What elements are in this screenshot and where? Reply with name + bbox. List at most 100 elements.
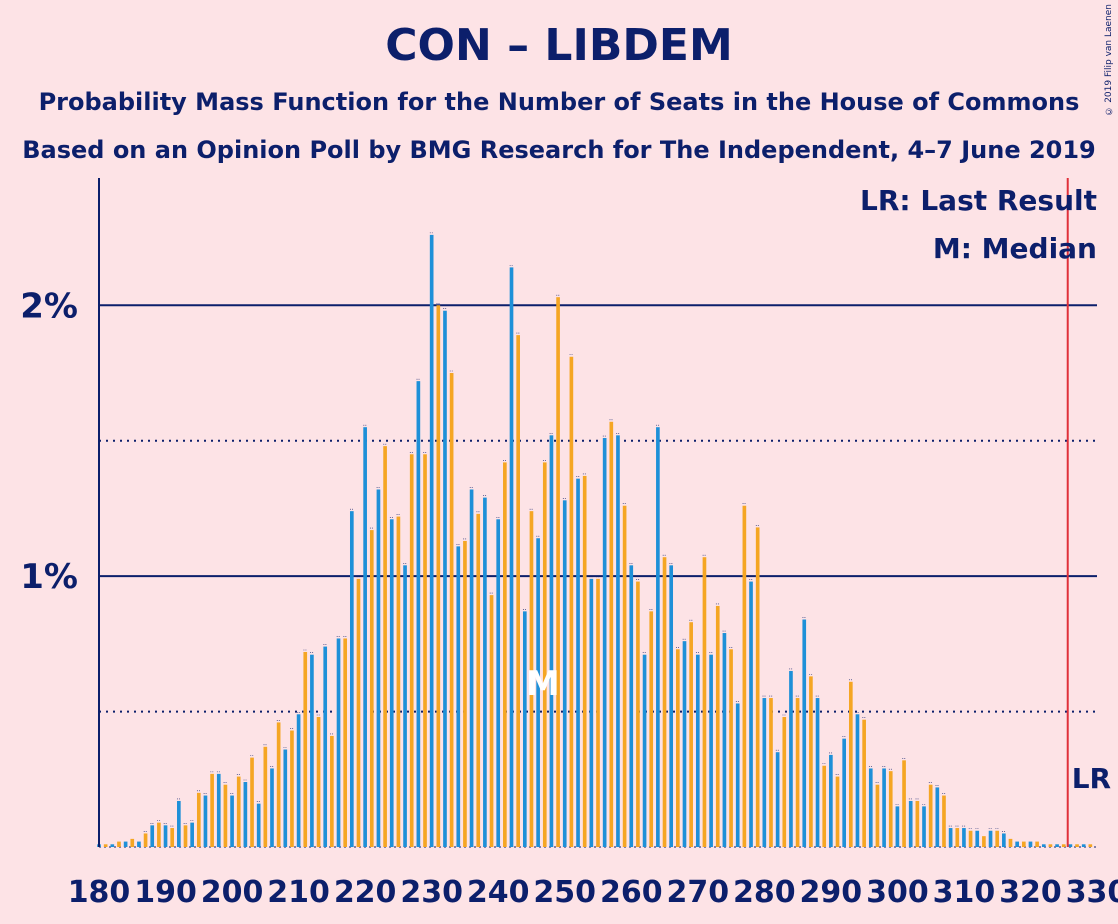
bar-seat-210 [296, 714, 301, 847]
x-tick-label: 190 [134, 875, 197, 910]
bar-seat-183 [117, 841, 121, 847]
bar-seat-286 [802, 619, 807, 847]
bar-seat-252 [576, 478, 580, 847]
bar-seat-263 [649, 611, 654, 847]
bar-seat-281 [769, 698, 773, 847]
bar-seat-212 [310, 654, 314, 847]
bar-seat-292 [842, 738, 847, 847]
bar-seat-200 [230, 795, 234, 847]
x-tick-label: 320 [999, 875, 1062, 910]
bar-seat-284 [789, 670, 793, 847]
bar-seat-265 [662, 557, 667, 847]
bar-seat-181 [103, 844, 108, 847]
bar-seat-270 [695, 654, 700, 847]
bar-seat-302 [908, 800, 913, 847]
bar-seat-304 [922, 806, 926, 847]
bar-seat-316 [1002, 833, 1006, 847]
x-tick-label: 210 [267, 875, 330, 910]
bar-seat-185 [130, 838, 135, 847]
bar-seat-276 [735, 703, 740, 847]
bar-seat-250 [562, 500, 567, 847]
bar-seat-186 [137, 841, 141, 847]
bar-seat-217 [343, 638, 348, 847]
x-tick-label: 220 [334, 875, 397, 910]
bar-seat-182 [110, 844, 115, 847]
bar-seat-279 [755, 527, 760, 847]
bar-seat-220 [363, 427, 367, 847]
bar-seat-238 [483, 497, 487, 847]
bar-seat-235 [463, 540, 467, 847]
bar-seat-269 [689, 622, 693, 847]
bar-seat-287 [809, 676, 813, 847]
bar-seat-248 [549, 435, 554, 847]
bar-seat-298 [882, 768, 886, 847]
bar-seat-237 [476, 513, 481, 847]
bar-seat-282 [775, 752, 780, 847]
bar-seat-226 [403, 565, 407, 847]
bar-seat-227 [409, 454, 414, 847]
bar-seat-256 [602, 438, 607, 847]
y-tick-label: 1% [20, 557, 78, 597]
bar-seat-239 [489, 595, 494, 847]
bar-seat-201 [236, 776, 241, 847]
bar-seat-249 [556, 297, 560, 848]
bar-seat-259 [622, 505, 627, 847]
bar-seat-285 [795, 698, 800, 847]
bar-seat-283 [782, 716, 787, 847]
bar-seat-272 [709, 654, 713, 847]
bar-seat-328 [1081, 844, 1086, 847]
bar-seat-268 [682, 641, 687, 847]
median-marker: M [526, 664, 560, 704]
bar-seat-257 [609, 421, 614, 847]
bar-seat-318 [1015, 841, 1019, 847]
bar-seat-247 [542, 462, 547, 847]
chart-subtitle: Probability Mass Function for the Number… [38, 88, 1080, 116]
bar-seat-290 [829, 754, 833, 847]
x-tick-label: 280 [733, 875, 796, 910]
bar-seat-214 [323, 646, 328, 847]
bar-seat-240 [496, 519, 501, 847]
bar-seat-262 [642, 654, 647, 847]
bar-seat-251 [569, 356, 574, 847]
bar-seat-194 [190, 822, 194, 847]
last-result-marker: LR [1072, 762, 1111, 795]
bar-seat-245 [529, 511, 534, 847]
bar-seat-305 [928, 784, 933, 847]
bar-seat-306 [935, 787, 940, 847]
bar-seat-234 [456, 546, 461, 847]
x-tick-label: 240 [467, 875, 530, 910]
bar-seat-321 [1035, 841, 1039, 847]
bar-seat-229 [423, 454, 427, 847]
bar-seat-255 [596, 578, 600, 847]
bar-seat-231 [436, 305, 441, 848]
bar-seat-244 [522, 611, 527, 847]
bar-seat-278 [749, 581, 753, 847]
bar-seat-204 [256, 803, 261, 847]
bar-seat-261 [636, 581, 640, 847]
bar-seat-192 [177, 800, 181, 847]
bar-seat-297 [875, 784, 880, 847]
bar-seat-327 [1075, 844, 1079, 847]
bar-seat-189 [157, 822, 161, 847]
bar-seat-191 [170, 828, 175, 847]
x-tick-label: 300 [866, 875, 929, 910]
bar-seat-294 [855, 714, 860, 847]
chart-source-line: Based on an Opinion Poll by BMG Research… [22, 136, 1096, 164]
bar-seat-233 [449, 373, 454, 847]
bar-seat-215 [330, 735, 334, 847]
bar-seat-216 [336, 638, 341, 847]
x-tick-label: 200 [201, 875, 264, 910]
x-tick-label: 290 [800, 875, 863, 910]
bar-seat-289 [822, 765, 827, 847]
bar-seat-313 [982, 836, 986, 847]
bar-seat-221 [369, 530, 374, 847]
bar-seat-322 [1041, 844, 1046, 847]
bar-seat-308 [948, 828, 953, 847]
x-tick-label: 330 [1066, 875, 1118, 910]
bar-seat-223 [383, 446, 387, 847]
bar-seat-325 [1061, 844, 1066, 847]
bar-seat-280 [762, 698, 767, 847]
bar-seat-198 [216, 773, 221, 847]
bar-seat-232 [443, 310, 447, 847]
bar-seat-222 [376, 489, 381, 847]
